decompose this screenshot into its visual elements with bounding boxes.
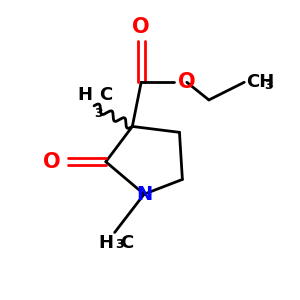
Text: C: C: [99, 86, 112, 104]
Text: O: O: [178, 72, 196, 92]
Text: N: N: [136, 185, 152, 204]
Text: C: C: [120, 234, 133, 252]
Text: O: O: [44, 152, 61, 172]
Text: 3: 3: [115, 238, 124, 251]
Text: O: O: [132, 16, 150, 37]
Text: H: H: [98, 234, 113, 252]
Text: CH: CH: [246, 73, 274, 91]
Text: 3: 3: [264, 79, 273, 92]
Text: 3: 3: [94, 107, 103, 120]
Text: H: H: [78, 86, 93, 104]
